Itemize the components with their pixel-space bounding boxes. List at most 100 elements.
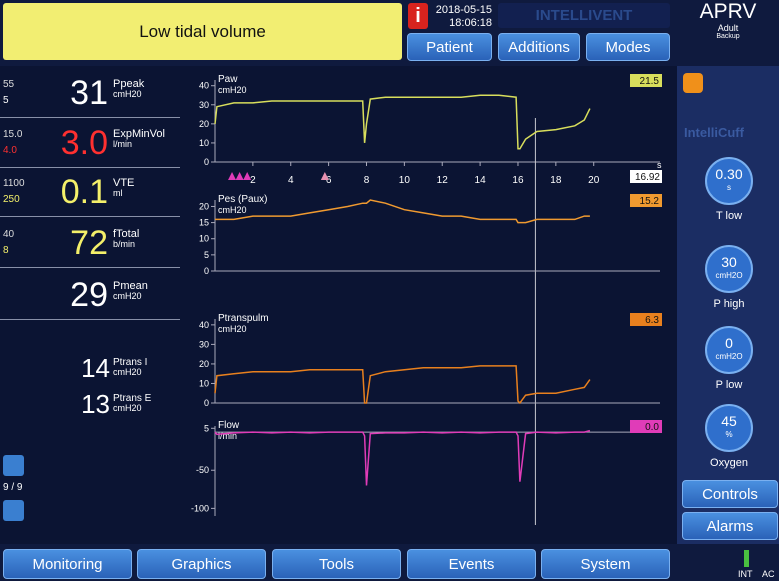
ptrans-name: Ptrans I xyxy=(113,357,148,368)
separator xyxy=(0,319,180,320)
y-tick-label: 20 xyxy=(199,201,209,211)
chart-title: Flow xyxy=(218,420,240,431)
cursor-value: 16.92 xyxy=(635,172,660,183)
current-value-box xyxy=(630,313,662,326)
ptrans-unit: cmH20 xyxy=(113,403,142,413)
side-button[interactable]: Alarms xyxy=(682,512,778,540)
side-button[interactable]: Controls xyxy=(682,480,778,508)
control-value: 0.30 xyxy=(715,166,743,182)
chart-unit: cmH20 xyxy=(218,205,247,215)
monitor-unit: ml xyxy=(113,188,123,198)
separator xyxy=(0,216,180,217)
x-tick-label: 14 xyxy=(475,175,487,186)
header-button[interactable]: Modes xyxy=(586,33,670,61)
time: 18:06:18 xyxy=(449,17,492,29)
separator xyxy=(0,167,180,168)
chart-title: Paw xyxy=(218,74,238,85)
control-knob[interactable] xyxy=(705,157,753,205)
monitor-unit: cmH20 xyxy=(113,89,142,99)
control-unit: % xyxy=(725,430,733,439)
intellivent: INTELLIVENT xyxy=(498,3,670,28)
y-tick-label: 5 xyxy=(204,250,209,260)
power-int: INT xyxy=(738,569,753,579)
intellicuff: IntelliCuff xyxy=(684,125,744,140)
cuff-icon[interactable] xyxy=(683,73,703,93)
x-tick-label: 16 xyxy=(512,175,524,186)
date: 2018-05-15 xyxy=(435,4,492,16)
trace xyxy=(214,365,591,405)
limit-high: 1100 xyxy=(3,178,25,189)
trace xyxy=(215,199,590,224)
nav-button[interactable]: Monitoring xyxy=(3,549,132,579)
header-button[interactable]: Additions xyxy=(498,33,580,61)
x-tick-label: 8 xyxy=(364,175,370,186)
y-tick-label: 10 xyxy=(199,138,209,148)
y-tick-label: 40 xyxy=(199,81,209,91)
current-value: 0.0 xyxy=(645,422,659,433)
monitor-value: 3.0 xyxy=(60,124,108,162)
y-tick-label: 10 xyxy=(199,378,209,388)
nav-button[interactable]: Graphics xyxy=(137,549,266,579)
nav-button[interactable]: Events xyxy=(407,549,536,579)
monitor-name: ExpMinVol xyxy=(113,128,165,140)
event-marker xyxy=(243,172,252,180)
y-tick-label: 5 xyxy=(204,423,209,433)
x-tick-label: 18 xyxy=(550,175,562,186)
monitor-value: 31 xyxy=(70,74,108,112)
trace xyxy=(214,94,591,150)
control-unit: cmH2O xyxy=(715,352,743,361)
control-name: Oxygen xyxy=(710,457,748,469)
patient-group: Adult xyxy=(717,23,739,33)
alarm-banner: Low tidal volume xyxy=(3,3,402,60)
y-tick-label: 0 xyxy=(204,157,209,167)
page-up[interactable] xyxy=(3,455,24,476)
power-ac: AC xyxy=(762,569,775,579)
control-knob[interactable] xyxy=(705,245,753,293)
page-indicator: 9 / 9 xyxy=(3,482,23,493)
control-knob[interactable] xyxy=(705,326,753,374)
monitor-name: Ppeak xyxy=(113,78,145,90)
right-panel xyxy=(677,66,779,544)
trace xyxy=(214,429,591,486)
monitor-unit: l/min xyxy=(113,139,133,149)
monitor-unit: cmH20 xyxy=(113,291,142,301)
y-tick-label: -100 xyxy=(191,503,209,513)
page-down[interactable] xyxy=(3,500,24,521)
control-unit: cmH2O xyxy=(715,271,743,280)
monitor-name: Pmean xyxy=(113,280,148,292)
y-tick-label: 20 xyxy=(199,359,209,369)
x-tick-label: 4 xyxy=(288,175,294,186)
y-tick-label: 10 xyxy=(199,234,209,244)
current-value: 15.2 xyxy=(640,196,660,207)
current-value: 21.5 xyxy=(640,76,660,87)
chart-title: Ptranspulm xyxy=(218,313,269,324)
nav-button[interactable]: System xyxy=(541,549,670,579)
control-value: 0 xyxy=(725,335,733,351)
chart-title: Pes (Paux) xyxy=(218,194,267,205)
y-tick-label: 0 xyxy=(204,266,209,276)
limit-high: 15.0 xyxy=(3,129,23,140)
limit-high: 55 xyxy=(3,79,15,90)
monitor-name: fTotal xyxy=(113,228,140,240)
chart-unit: cmH20 xyxy=(218,324,247,334)
monitor-name: VTE xyxy=(113,177,135,189)
control-knob[interactable] xyxy=(705,404,753,452)
monitor-value: 72 xyxy=(70,224,108,262)
monitor-value: 0.1 xyxy=(60,173,108,211)
limit-high: 40 xyxy=(3,229,15,240)
separator xyxy=(0,117,180,118)
x-unit: s xyxy=(657,160,662,170)
limit-low: 8 xyxy=(3,245,9,256)
control-name: P high xyxy=(713,298,745,310)
ptrans-name: Ptrans E xyxy=(113,393,152,404)
y-tick-label: 15 xyxy=(199,218,209,228)
nav-button[interactable]: Tools xyxy=(272,549,401,579)
x-tick-label: 10 xyxy=(399,175,411,186)
separator xyxy=(0,267,180,268)
cursor-box xyxy=(630,170,662,183)
info-icon[interactable]: i xyxy=(408,3,428,29)
header-button[interactable]: Patient xyxy=(407,33,492,61)
chart-unit: l/min xyxy=(218,431,237,441)
